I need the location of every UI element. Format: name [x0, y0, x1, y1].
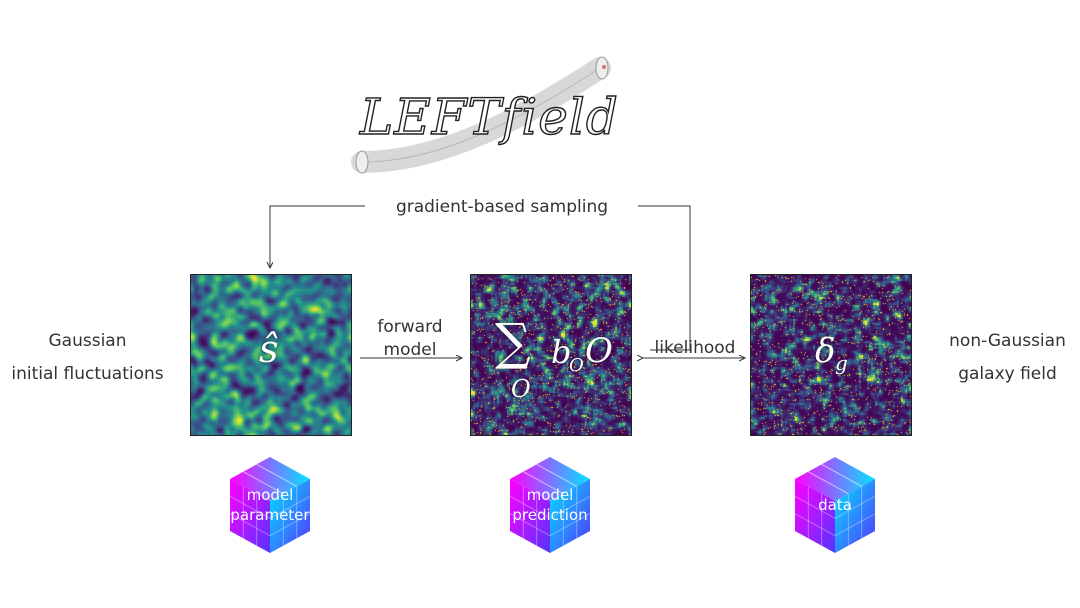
loop-label: gradient-based sampling	[395, 197, 609, 217]
model-prediction-cube: model prediction	[490, 455, 610, 555]
cube-label-line1: model	[246, 486, 294, 504]
forward-label-line1: forward	[377, 317, 443, 337]
sum-subscript: O	[511, 375, 531, 403]
cube-label-line1: data	[818, 496, 852, 514]
cube-left-face	[230, 479, 270, 553]
right-label-line1: non-Gaussian	[949, 331, 1066, 351]
cube-label-line2: prediction	[512, 506, 588, 524]
initial-field-image	[191, 275, 351, 435]
bias-subscript: O	[569, 355, 584, 376]
left-label-line2: initial fluctuations	[11, 364, 164, 384]
galaxy-field-image	[751, 275, 911, 435]
cube-right-face	[550, 479, 590, 553]
cube-left-face	[795, 479, 835, 553]
leftfield-logo: LEFTfield	[350, 50, 620, 190]
right-label-line2: galaxy field	[958, 364, 1057, 384]
data-cube: data	[775, 455, 895, 555]
forward-label-line2: model	[383, 340, 437, 360]
delta-subscript: g	[835, 351, 848, 375]
left-label-line1: Gaussian	[48, 331, 127, 351]
s-hat-symbol: ŝ	[259, 327, 279, 371]
loop-line-left	[270, 205, 365, 268]
initial-field-panel: ŝ	[190, 274, 352, 436]
cube-right-face	[270, 479, 310, 553]
cube-icon	[794, 457, 876, 553]
cube-right-face	[835, 479, 875, 553]
tube-graphic	[351, 56, 611, 174]
delta-symbol: δ	[815, 331, 836, 371]
prediction-panel: ∑ O b O O	[470, 274, 632, 436]
cube-left-face	[510, 479, 550, 553]
likelihood-label: likelihood	[654, 338, 736, 358]
model-parameter-cube: model parameter	[210, 455, 330, 555]
bias-coefficient: b	[551, 333, 572, 371]
sum-symbol: ∑	[495, 313, 531, 371]
cube-icon	[229, 457, 311, 553]
prediction-image	[471, 275, 631, 435]
cube-label-line2: parameter	[230, 506, 310, 524]
loop-line-right	[638, 205, 691, 351]
data-panel: δ g	[750, 274, 912, 436]
operator-symbol: O	[585, 331, 613, 371]
cube-label-line1: model	[526, 486, 574, 504]
logo-text: LEFTfield	[359, 87, 619, 146]
cube-icon	[509, 457, 591, 553]
